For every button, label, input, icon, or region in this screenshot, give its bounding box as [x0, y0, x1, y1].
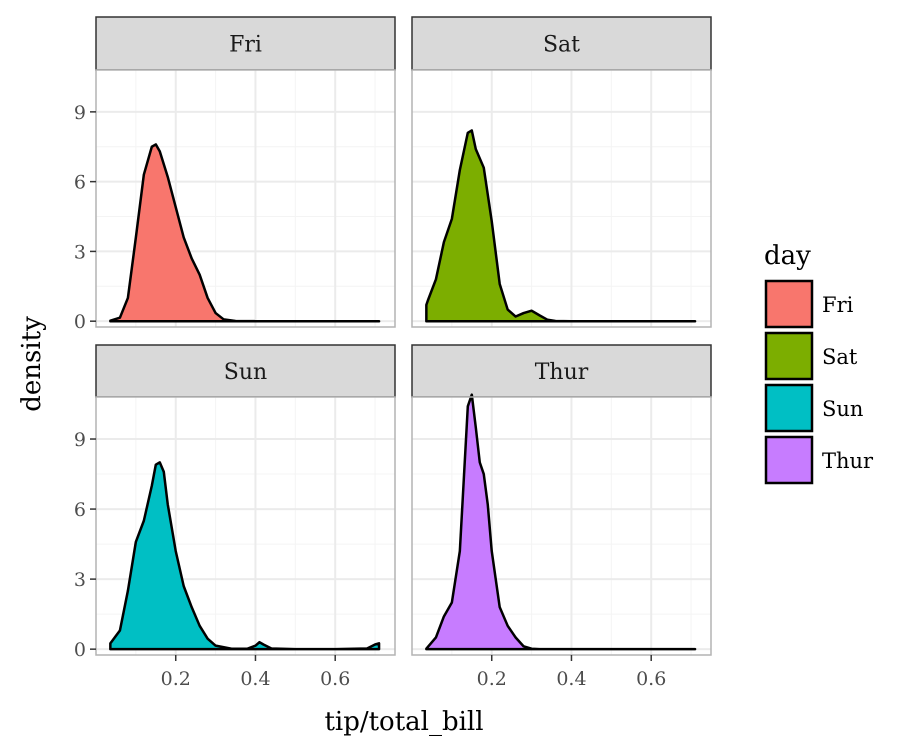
facet-panel-thur: Thur	[411, 344, 712, 656]
legend-swatch	[764, 383, 814, 433]
facet-panels: Fri Sat Sun Thur	[95, 16, 712, 656]
x-tick-label: 0.6	[320, 668, 350, 690]
y-axis-title: density	[17, 316, 47, 412]
legend-title: day	[764, 241, 811, 271]
x-axis-title: tip/total_bill	[324, 707, 483, 737]
legend-swatch	[764, 279, 814, 329]
facet-strip-label: Fri	[229, 33, 262, 58]
legend: day Fri Sat Sun Thur	[764, 241, 874, 485]
facet-strip-thur	[411, 344, 712, 398]
panel-border	[95, 69, 396, 328]
legend-swatch	[764, 435, 814, 485]
legend-item-sun: Sun	[764, 383, 863, 433]
legend-item-thur: Thur	[764, 435, 874, 485]
y-tick-label: 9	[74, 429, 86, 451]
legend-label: Thur	[822, 449, 874, 473]
facet-strip-sun	[95, 344, 396, 398]
x-tick-label: 0.2	[161, 668, 191, 690]
facet-strip-sat	[411, 16, 712, 71]
y-tick-label: 6	[74, 499, 86, 521]
facet-panel-sat: Sat	[411, 16, 712, 328]
y-tick-label: 0	[74, 639, 86, 661]
density-area-sat	[425, 129, 697, 323]
legend-label: Fri	[822, 293, 854, 317]
panel-border	[95, 396, 396, 656]
facet-strip-label: Thur	[535, 360, 589, 385]
x-tick-label: 0.6	[636, 668, 666, 690]
density-area-fri	[109, 143, 381, 323]
legend-label: Sat	[822, 345, 858, 369]
density-area-thur	[425, 393, 697, 651]
x-tick-label: 0.4	[556, 668, 586, 690]
facet-panel-sun: Sun	[95, 344, 396, 656]
y-axes: 0 3 6 9 0 3 6 9	[74, 102, 96, 661]
legend-item-sat: Sat	[764, 331, 858, 381]
y-tick-label: 0	[74, 311, 86, 333]
facet-strip-fri	[95, 16, 396, 71]
y-tick-label: 6	[74, 172, 86, 194]
y-tick-label: 3	[74, 569, 86, 591]
facet-panel-fri: Fri	[95, 16, 396, 328]
legend-item-fri: Fri	[764, 279, 854, 329]
y-tick-label: 9	[74, 102, 86, 124]
panel-border	[411, 396, 712, 656]
density-area-sun	[109, 461, 381, 651]
facet-strip-label: Sun	[224, 360, 267, 385]
facet-strip-label: Sat	[543, 33, 580, 58]
legend-swatch	[764, 331, 814, 381]
x-tick-label: 0.2	[477, 668, 507, 690]
panel-border	[411, 69, 712, 328]
x-axes: 0.2 0.4 0.6 0.2 0.4 0.6	[161, 655, 666, 690]
x-tick-label: 0.4	[240, 668, 270, 690]
y-tick-label: 3	[74, 241, 86, 263]
legend-label: Sun	[822, 397, 863, 421]
